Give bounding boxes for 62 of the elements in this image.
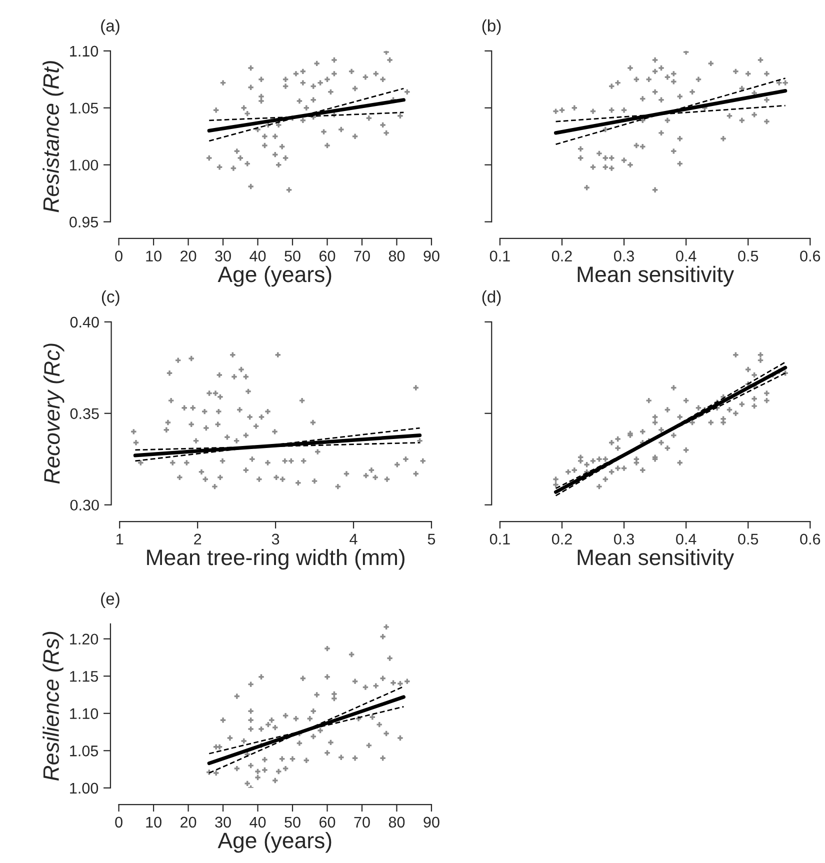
x-axis-title: Mean sensitivity <box>578 548 734 570</box>
y-tick-label: 0.35 <box>70 408 99 420</box>
x-tick-label: 40 <box>250 816 266 828</box>
x-tick-label: 60 <box>320 816 336 828</box>
x-tick-label: 70 <box>354 250 370 262</box>
chart-title: (d) <box>482 290 501 306</box>
x-tick-label: 80 <box>388 250 405 262</box>
x-tick-label: 0.4 <box>676 250 696 262</box>
chart-title: (e) <box>101 592 120 608</box>
x-tick-label: 0 <box>115 250 122 262</box>
chart-title: (c) <box>102 290 120 306</box>
y-tick-label: 0.95 <box>70 216 98 228</box>
y-tick-label: 1.10 <box>70 708 98 720</box>
x-tick-label: 70 <box>354 816 370 828</box>
y-axis-title: Recovery (Rc) <box>43 344 64 484</box>
x-tick-label: 0.3 <box>614 250 634 262</box>
y-axis-title: Resistance (Rt) <box>42 61 64 212</box>
y-axis-title: Resilience (Rs) <box>42 632 64 781</box>
x-tick-label: 0.2 <box>552 250 572 262</box>
y-tick-label: 1.05 <box>70 746 98 756</box>
x-tick-label: 10 <box>146 250 162 262</box>
x-axis-title: Age (years) <box>218 266 332 287</box>
x-tick-label: 30 <box>215 816 231 828</box>
x-tick-label: 20 <box>180 250 196 262</box>
x-tick-label: 5 <box>428 534 436 545</box>
x-tick-label: 0.4 <box>676 534 696 545</box>
chart-title: (b) <box>482 19 501 35</box>
x-tick-label: 60 <box>320 250 336 262</box>
y-tick-label: 1.00 <box>70 782 98 794</box>
y-tick-label: 1.05 <box>70 102 98 114</box>
x-tick-label: 0.3 <box>614 534 634 545</box>
x-tick-label: 0.1 <box>490 250 510 262</box>
x-tick-label: 90 <box>424 250 440 262</box>
x-tick-label: 50 <box>284 816 300 828</box>
y-tick-label: 1.20 <box>70 634 98 645</box>
x-tick-label: 4 <box>350 534 358 544</box>
x-tick-label: 0 <box>115 816 122 828</box>
x-tick-label: 10 <box>146 816 162 828</box>
x-tick-label: 40 <box>250 250 266 262</box>
x-tick-label: 80 <box>388 816 405 828</box>
x-tick-label: 0.6 <box>800 534 820 545</box>
y-tick-label: 0.40 <box>70 316 99 328</box>
x-axis-title: Age (years) <box>218 832 332 853</box>
y-tick-label: 1.00 <box>70 160 98 171</box>
x-axis-title: Mean sensitivity <box>578 266 734 287</box>
x-tick-label: 90 <box>424 816 440 828</box>
x-tick-label: 0.6 <box>800 250 820 262</box>
x-tick-label: 2 <box>194 534 202 544</box>
y-tick-label: 1.10 <box>70 46 98 57</box>
x-tick-label: 50 <box>284 250 300 262</box>
x-tick-label: 1 <box>116 534 124 544</box>
x-tick-label: 0.5 <box>738 534 758 545</box>
x-tick-label: 0.2 <box>552 534 572 545</box>
x-tick-label: 3 <box>272 534 280 545</box>
chart-title: (a) <box>101 19 120 35</box>
x-tick-label: 30 <box>215 250 231 262</box>
x-tick-label: 20 <box>180 816 196 828</box>
y-tick-label: 0.30 <box>70 500 99 511</box>
x-axis-title: Mean tree-ring width (mm) <box>147 548 404 570</box>
x-tick-label: 0.5 <box>738 250 758 262</box>
x-tick-label: 0.1 <box>490 534 510 545</box>
y-tick-label: 1.15 <box>70 671 98 682</box>
